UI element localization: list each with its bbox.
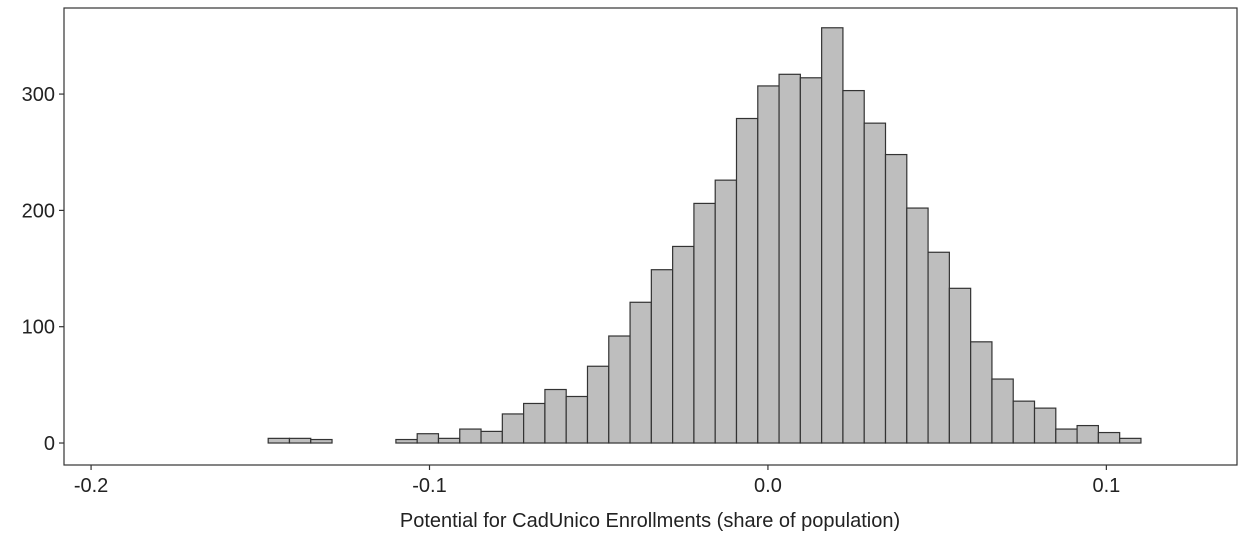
bar — [1055, 428, 1078, 444]
bar — [523, 402, 546, 444]
bar — [416, 433, 440, 444]
bar — [672, 245, 695, 444]
y-tick-label: 100 — [22, 317, 55, 339]
bar — [735, 117, 759, 444]
bar — [1119, 437, 1142, 444]
x-tick-label: 0.1 — [1092, 475, 1120, 497]
y-tick-label: 300 — [22, 84, 55, 106]
bar — [1012, 400, 1036, 444]
bar — [1097, 431, 1121, 444]
bar — [799, 77, 823, 444]
bar — [650, 269, 674, 444]
bar — [608, 335, 631, 444]
bar — [778, 73, 801, 444]
bar — [267, 437, 291, 444]
bar — [884, 153, 908, 444]
bar — [693, 202, 716, 444]
bar — [927, 251, 950, 444]
bar — [565, 395, 589, 444]
bar — [395, 438, 418, 444]
bar — [310, 438, 333, 444]
bar — [863, 122, 887, 444]
bar — [629, 301, 652, 444]
y-tick-label: 200 — [22, 200, 55, 222]
bar — [586, 365, 610, 444]
bar — [437, 437, 461, 444]
bar — [991, 378, 1014, 444]
panel-border — [63, 7, 1238, 466]
bar — [842, 89, 865, 444]
bar — [459, 428, 482, 444]
bar — [544, 388, 567, 444]
bar — [906, 207, 929, 444]
bar — [948, 287, 972, 444]
bar — [714, 179, 738, 444]
bar — [1076, 424, 1099, 444]
bar — [501, 413, 525, 444]
bar — [1033, 407, 1057, 444]
bar — [288, 437, 312, 444]
x-tick-label: 0.0 — [754, 475, 782, 497]
bar — [757, 85, 780, 444]
x-tick-label: -0.1 — [412, 475, 446, 497]
y-tick-label: 0 — [44, 433, 55, 455]
bar — [480, 430, 503, 444]
x-tick-label: -0.2 — [74, 475, 108, 497]
x-axis-title: Potential for CadUnico Enrollments (shar… — [400, 510, 900, 532]
bar — [821, 27, 844, 444]
bar — [970, 341, 993, 444]
